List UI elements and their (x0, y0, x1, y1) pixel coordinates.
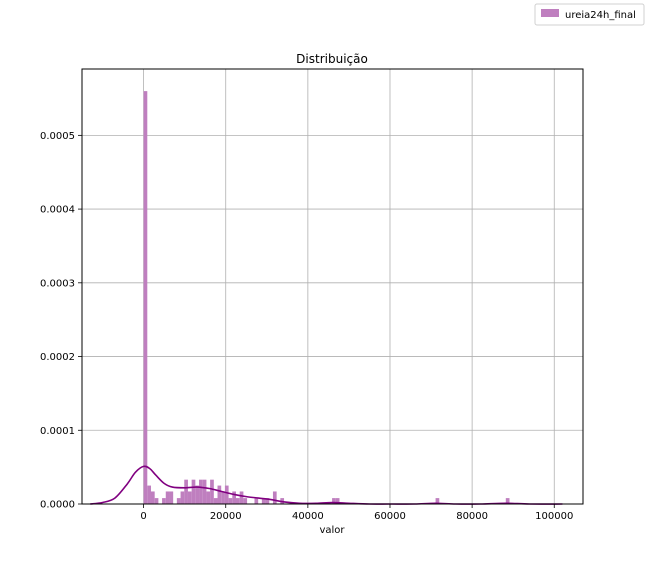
histogram-bar (184, 479, 188, 504)
chart-title: Distribuição (296, 52, 368, 66)
histogram-bar (213, 498, 218, 504)
histogram-bar (199, 479, 203, 504)
x-axis: 0 20000 40000 60000 80000 100000 (140, 504, 573, 522)
x-tick-label: 0 (140, 511, 146, 522)
histogram-bar (180, 491, 185, 504)
y-tick-label: 0.0005 (40, 131, 75, 142)
histogram-bar (221, 491, 225, 504)
histogram-bar (272, 491, 277, 504)
histogram-bar (154, 498, 159, 504)
histogram-bars (143, 91, 510, 504)
y-tick-label: 0.0004 (40, 205, 75, 216)
histogram-bar (261, 498, 266, 504)
histogram-bar (162, 498, 166, 504)
histogram-bar (147, 485, 151, 504)
histogram-bar (224, 485, 229, 504)
histogram-bar (217, 485, 222, 504)
histogram-bar (228, 498, 233, 504)
plot-frame (81, 68, 584, 505)
histogram-bar (169, 491, 174, 504)
histogram-bar (191, 479, 196, 504)
kde-line (90, 465, 563, 505)
legend: ureia24h_final (534, 3, 645, 26)
histogram-bar (165, 491, 170, 504)
histogram-bar (239, 491, 244, 504)
histogram-bar (243, 498, 248, 504)
histogram-bar (206, 491, 211, 504)
grid (82, 69, 583, 505)
histogram-bar (143, 91, 148, 504)
x-tick-label: 80000 (456, 511, 488, 522)
y-tick-label: 0.0000 (40, 500, 75, 511)
x-tick-label: 60000 (374, 511, 406, 522)
histogram-bar (187, 491, 192, 504)
y-tick-label: 0.0003 (40, 278, 75, 289)
histogram-bar (202, 479, 207, 504)
x-tick-label: 20000 (210, 511, 242, 522)
y-tick-label: 0.0002 (40, 352, 75, 363)
y-axis: 0.0000 0.0001 0.0002 0.0003 0.0004 0.0005 (40, 131, 82, 511)
histogram-bar (176, 498, 181, 504)
histogram-bar (235, 498, 240, 504)
histogram-bar (505, 498, 510, 504)
histogram-bar (195, 485, 200, 504)
x-tick-label: 40000 (292, 511, 324, 522)
histogram-bar (254, 498, 259, 504)
legend-label: ureia24h_final (565, 10, 636, 21)
histogram-bar (435, 498, 440, 504)
x-tick-label: 100000 (535, 511, 573, 522)
histogram-bar (332, 498, 336, 504)
legend-box (534, 3, 645, 26)
histogram-bar (150, 491, 155, 504)
legend-swatch (541, 9, 559, 17)
x-axis-label: valor (319, 525, 345, 536)
y-tick-label: 0.0001 (40, 426, 75, 437)
histogram-bar (265, 498, 270, 504)
histogram-bar (232, 491, 236, 504)
histogram-bar (335, 498, 340, 504)
histogram-bar (210, 479, 214, 504)
